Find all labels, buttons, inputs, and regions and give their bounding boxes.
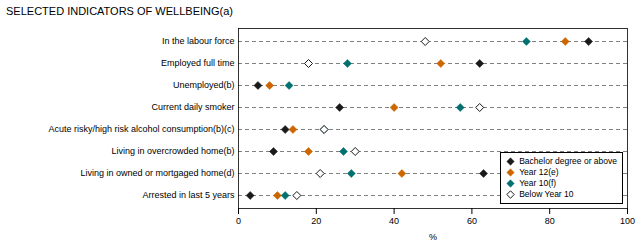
svg-text:Current daily smoker: Current daily smoker — [151, 102, 234, 112]
svg-text:Living in owned or mortgaged h: Living in owned or mortgaged home(d) — [80, 168, 234, 178]
svg-text:80: 80 — [545, 216, 555, 226]
svg-text:Acute risky/high risk alcohol: Acute risky/high risk alcohol consumptio… — [48, 124, 234, 134]
svg-text:In the labour force: In the labour force — [162, 36, 235, 46]
html-text:SELECTED INDICATORS OF WELLBEI: SELECTED INDICATORS OF WELLBEING(a) — [6, 5, 233, 17]
svg-text:Arrested in last 5 years: Arrested in last 5 years — [142, 190, 235, 200]
svg-text:Living in overcrowded home(b): Living in overcrowded home(b) — [111, 146, 234, 156]
svg-text:Unemployed(b): Unemployed(b) — [173, 80, 235, 90]
html-text:Below Year 10: Below Year 10 — [519, 189, 574, 199]
html-text:Year 12(e): Year 12(e) — [519, 167, 559, 177]
svg-text:100: 100 — [620, 216, 635, 226]
html-text:Bachelor degree or above: Bachelor degree or above — [519, 156, 617, 166]
svg-text:%: % — [429, 232, 437, 242]
svg-text:40: 40 — [389, 216, 399, 226]
svg-text:60: 60 — [467, 216, 477, 226]
html-text:Year 10(f): Year 10(f) — [519, 178, 557, 188]
svg-text:0: 0 — [236, 216, 241, 226]
svg-text:Employed full time: Employed full time — [161, 58, 235, 68]
svg-text:20: 20 — [311, 216, 321, 226]
